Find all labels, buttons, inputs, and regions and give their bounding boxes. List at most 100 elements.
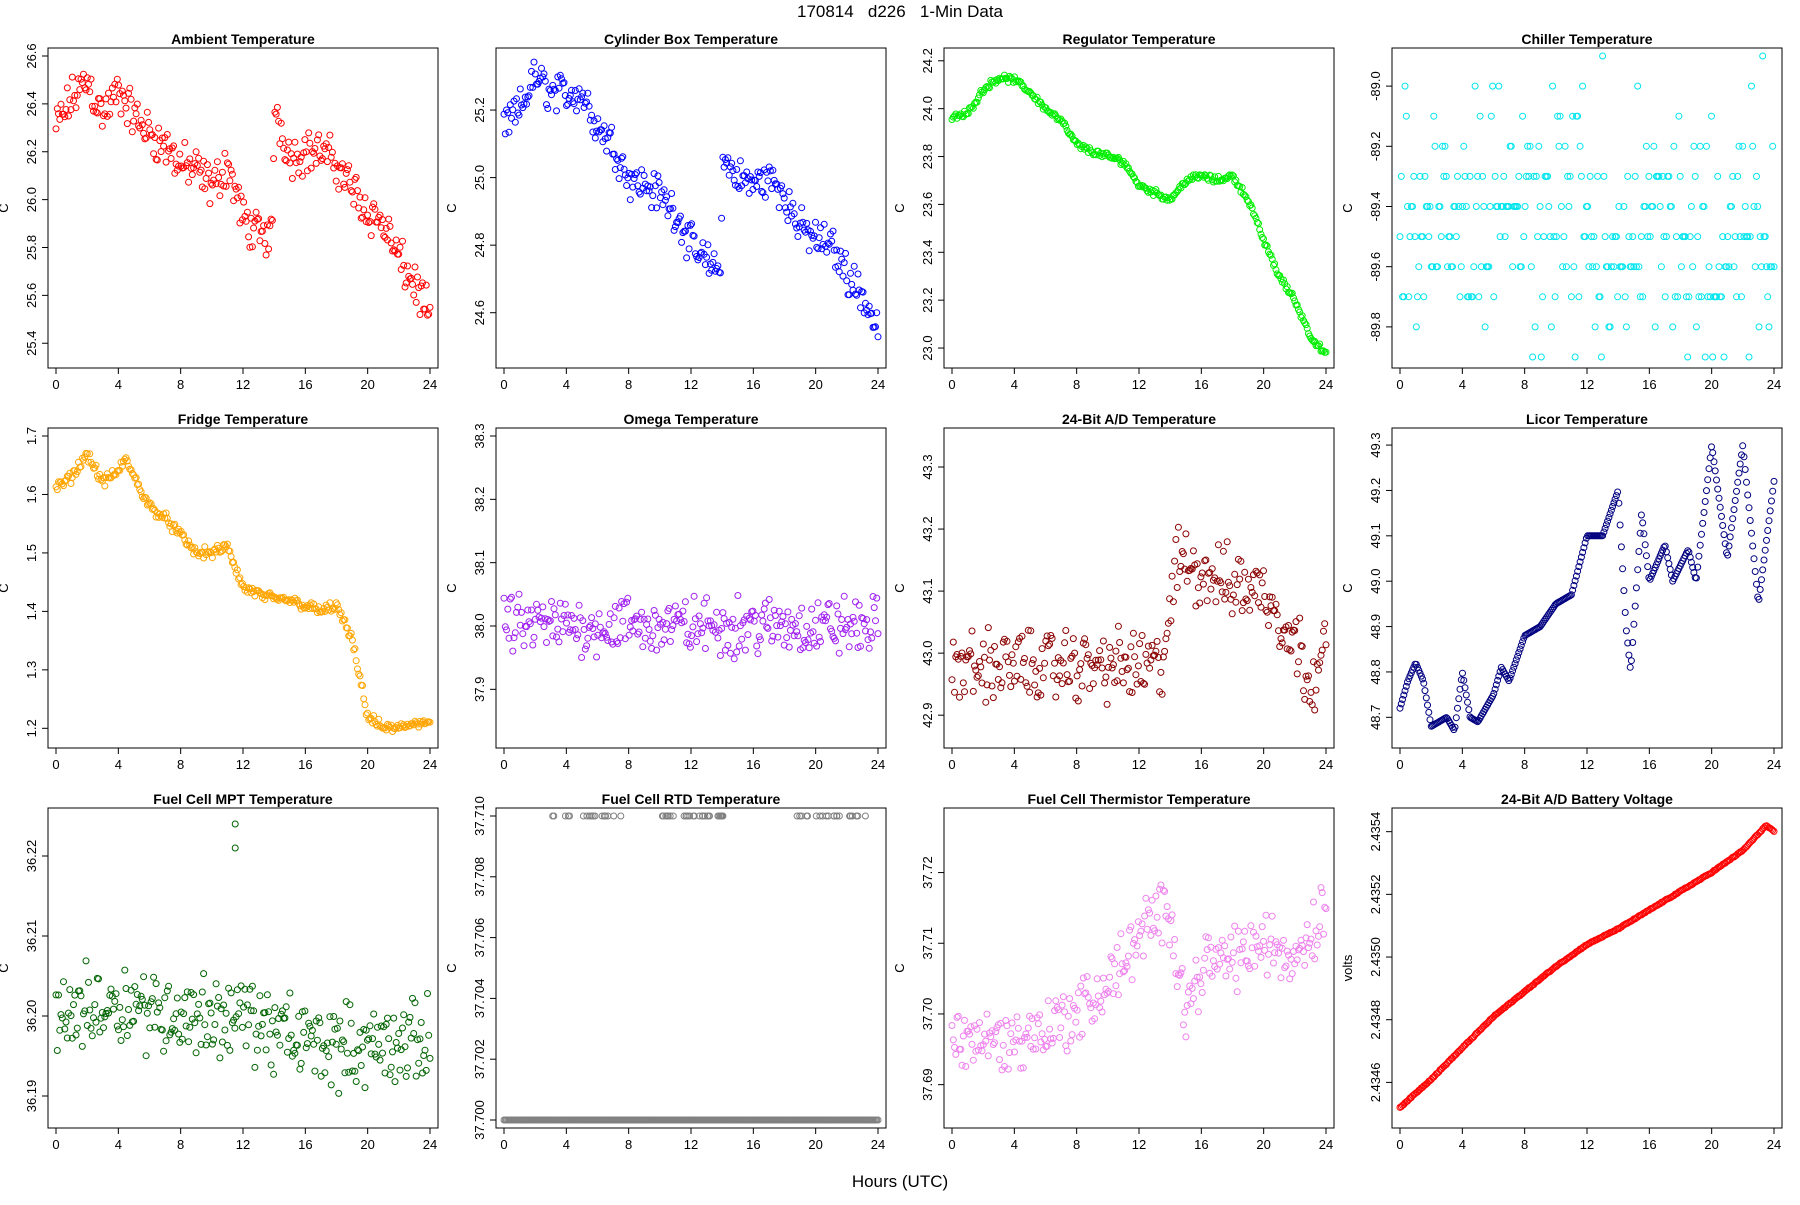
data-point xyxy=(1268,912,1276,920)
y-axis-label: C xyxy=(0,963,11,972)
data-point xyxy=(1218,588,1226,596)
y-tick-label: 49.2 xyxy=(1368,478,1383,503)
data-point xyxy=(236,999,244,1007)
data-point xyxy=(1748,529,1755,537)
data-point xyxy=(66,986,74,994)
data-point xyxy=(243,208,251,216)
y-tick-label: -89.0 xyxy=(1368,71,1383,101)
data-point xyxy=(710,621,718,629)
data-point xyxy=(564,812,572,820)
data-point xyxy=(1032,1045,1040,1053)
data-point xyxy=(1635,548,1643,555)
data-point xyxy=(395,1030,403,1037)
data-point xyxy=(1022,1030,1030,1038)
data-point xyxy=(724,641,732,649)
data-point xyxy=(62,106,70,113)
data-point xyxy=(1036,1011,1044,1019)
data-point xyxy=(1194,1008,1202,1016)
data-point xyxy=(1739,442,1747,450)
y-tick-label: 23.0 xyxy=(920,335,935,360)
data-point xyxy=(1721,540,1729,548)
data-point xyxy=(1263,971,1271,979)
data-point xyxy=(1139,679,1147,687)
data-point xyxy=(73,1024,81,1032)
data-point xyxy=(340,180,348,188)
x-tick-label: 4 xyxy=(563,757,570,772)
data-point xyxy=(63,1034,71,1042)
x-tick-label: 0 xyxy=(500,757,507,772)
data-point xyxy=(330,604,338,612)
data-point xyxy=(1461,172,1469,180)
data-point xyxy=(300,1028,308,1036)
data-point xyxy=(142,1052,150,1060)
x-tick-label: 24 xyxy=(1319,377,1333,392)
data-point xyxy=(606,610,614,618)
data-point xyxy=(528,606,535,614)
data-point xyxy=(1769,142,1777,150)
data-point xyxy=(1489,82,1497,90)
data-point xyxy=(333,601,341,609)
data-point xyxy=(874,333,882,341)
data-point xyxy=(253,215,261,223)
data-point xyxy=(1184,988,1192,996)
data-point xyxy=(779,190,787,198)
data-point xyxy=(1067,130,1075,138)
data-point xyxy=(746,616,754,624)
data-point xyxy=(1690,569,1698,576)
data-point xyxy=(76,987,84,995)
data-point xyxy=(968,627,976,635)
data-point xyxy=(1616,521,1624,529)
data-point xyxy=(364,211,371,219)
data-point xyxy=(88,1032,96,1040)
data-point xyxy=(1711,467,1719,475)
data-point xyxy=(982,698,990,706)
data-point xyxy=(755,633,763,641)
data-point xyxy=(325,1053,333,1061)
data-point xyxy=(1318,889,1326,897)
data-point xyxy=(150,505,158,513)
data-point xyxy=(761,599,769,607)
plot-frame xyxy=(1391,807,1783,1129)
data-point xyxy=(253,1046,261,1054)
data-point xyxy=(626,196,634,204)
data-point xyxy=(226,177,234,185)
data-point xyxy=(424,311,431,319)
data-point xyxy=(262,1046,270,1054)
data-point xyxy=(1029,656,1037,664)
data-point xyxy=(676,212,684,220)
data-point xyxy=(709,258,717,266)
data-point xyxy=(1549,82,1557,90)
data-point xyxy=(1023,1033,1031,1041)
data-point xyxy=(155,124,163,132)
data-point xyxy=(664,212,672,220)
data-point xyxy=(1730,506,1738,514)
data-point xyxy=(1107,953,1115,961)
data-point xyxy=(579,617,587,625)
data-point xyxy=(686,221,694,229)
data-series xyxy=(948,881,1330,1074)
y-tick-label: 25.6 xyxy=(24,283,39,308)
data-point xyxy=(1476,112,1484,120)
data-point xyxy=(426,303,434,311)
data-point xyxy=(1171,936,1179,943)
data-point xyxy=(666,638,674,645)
data-point xyxy=(360,206,368,214)
data-point xyxy=(649,192,657,200)
data-point xyxy=(771,612,779,619)
data-point xyxy=(173,994,181,1002)
data-point xyxy=(301,1007,309,1015)
data-point xyxy=(1303,921,1311,929)
data-point xyxy=(1099,974,1107,982)
data-point xyxy=(315,1014,323,1022)
data-point xyxy=(1429,263,1436,271)
data-point xyxy=(1514,203,1522,210)
data-point xyxy=(1602,521,1610,529)
data-point xyxy=(840,259,848,267)
data-point xyxy=(1193,560,1201,568)
data-point xyxy=(401,1043,409,1051)
data-point xyxy=(402,279,410,287)
data-point xyxy=(1021,1034,1028,1042)
data-point xyxy=(1644,233,1652,241)
data-point xyxy=(203,161,211,169)
